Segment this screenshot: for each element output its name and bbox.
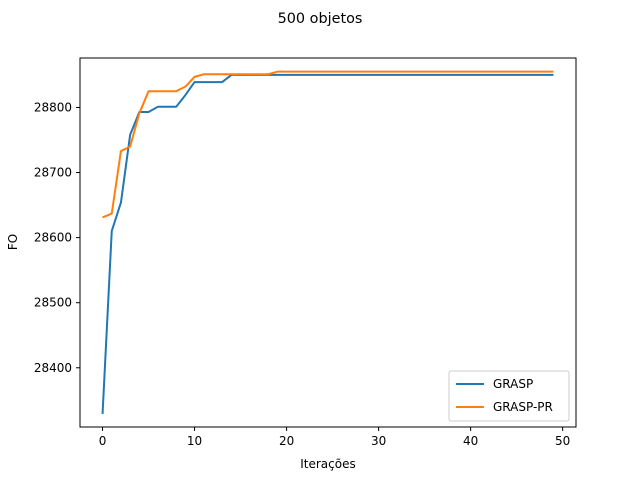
series-lines [101,70,554,415]
chart-title: 500 objetos [278,11,363,27]
x-tick-label: 20 [279,434,294,448]
x-axis-ticks: 0 10 20 30 40 50 [99,427,570,448]
y-tick-label: 28500 [34,296,72,310]
y-tick-label: 28800 [34,100,72,114]
plot-area-frame [79,57,577,428]
y-axis-label: FO [6,234,20,250]
legend-label-grasp-pr: GRASP-PR [493,400,553,414]
x-tick-label: 0 [99,434,107,448]
x-tick-label: 30 [371,434,386,448]
x-axis-label: Iterações [300,457,356,471]
series-line-grasp [101,73,554,415]
x-tick-label: 40 [463,434,478,448]
y-tick-label: 28600 [34,231,72,245]
x-tick-label: 50 [555,434,570,448]
series-line-grasp-pr [102,70,554,219]
legend-label-grasp: GRASP [493,377,533,391]
y-axis-ticks: 28400 28500 28600 28700 28800 [34,100,80,375]
legend: GRASP GRASP-PR [448,370,570,422]
x-tick-label: 10 [187,434,202,448]
y-tick-label: 28400 [34,361,72,375]
y-tick-label: 28700 [34,166,72,180]
